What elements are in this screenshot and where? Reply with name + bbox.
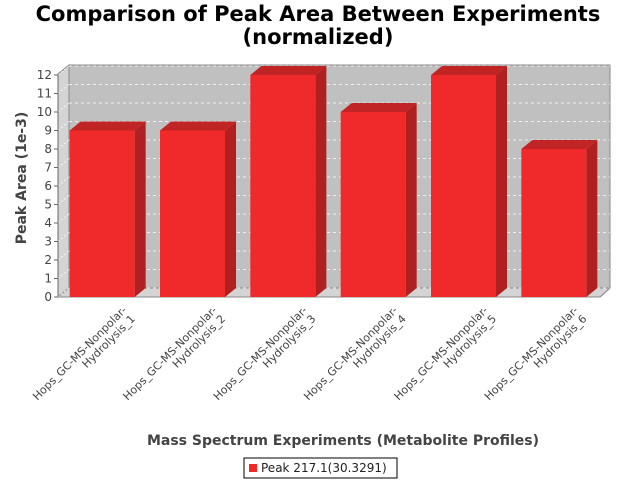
bar-top <box>431 66 507 75</box>
chart-title-line-1: Comparison of Peak Area Between Experime… <box>36 2 601 26</box>
legend-swatch <box>249 464 257 472</box>
bar-side <box>405 103 417 297</box>
bar-top <box>250 66 327 75</box>
bar <box>160 121 236 297</box>
y-tick-label: 12 <box>37 68 52 82</box>
bar-front <box>250 75 316 297</box>
y-tick-label: 9 <box>44 124 52 138</box>
x-category-label-line: Hops_GC-MS-Nonpolar- <box>211 304 310 403</box>
legend-entry-label: Peak 217.1(30.3291) <box>261 461 387 475</box>
y-tick-label: 0 <box>44 290 52 304</box>
bar <box>431 66 507 297</box>
chart-title-line-2: (normalized) <box>243 25 394 49</box>
x-category-label-line: Hops_GC-MS-Nonpolar- <box>482 304 581 403</box>
bar <box>69 121 146 297</box>
bar-front <box>340 112 406 297</box>
y-tick-label: 5 <box>44 198 52 212</box>
x-category-label-line: Hops_GC-MS-Nonpolar- <box>30 304 129 403</box>
bar-top <box>340 103 417 112</box>
bars <box>69 66 598 297</box>
bar <box>250 66 327 297</box>
bar-front <box>431 75 496 297</box>
bar-side <box>315 66 327 297</box>
plot-left-wall <box>57 63 70 299</box>
x-category-label-line: Hops_GC-MS-Nonpolar- <box>392 304 491 403</box>
bar-front <box>521 149 587 297</box>
y-tick-label: 3 <box>44 235 52 249</box>
y-tick-label: 4 <box>44 216 52 230</box>
y-tick-label: 10 <box>37 105 52 119</box>
legend-box <box>243 457 398 479</box>
bar-front <box>160 130 225 297</box>
bar-top <box>521 140 598 149</box>
legend: Peak 217.1(30.3291) <box>243 457 398 479</box>
x-category-label-line: Hops_GC-MS-Nonpolar- <box>121 304 220 403</box>
y-tick-label: 6 <box>44 179 52 193</box>
y-axis-label: Peak Area (1e-3) <box>14 112 30 245</box>
x-axis-categories: Hops_GC-MS-Nonpolar-Hydrolysis_1Hops_GC-… <box>30 304 590 403</box>
y-tick-label: 11 <box>37 87 52 101</box>
bar <box>340 103 417 297</box>
bar <box>521 140 598 297</box>
bar-side <box>586 140 598 297</box>
y-tick-label: 7 <box>44 161 52 175</box>
y-tick-label: 2 <box>44 253 52 267</box>
bar-side <box>225 121 236 297</box>
x-category-label-line: Hops_GC-MS-Nonpolar- <box>301 304 400 403</box>
y-tick-label: 1 <box>44 272 52 286</box>
x-axis-label: Mass Spectrum Experiments (Metabolite Pr… <box>147 433 539 449</box>
bar-top <box>160 121 236 131</box>
bar-side <box>134 121 146 297</box>
bar-top <box>69 121 146 131</box>
bar-side <box>496 66 507 297</box>
y-tick-label: 8 <box>44 142 52 156</box>
bar-front <box>69 130 135 297</box>
x-category-label: Hops_GC-MS-Nonpolar-Hydrolysis_6 <box>482 304 590 403</box>
grid-lines <box>57 65 610 298</box>
